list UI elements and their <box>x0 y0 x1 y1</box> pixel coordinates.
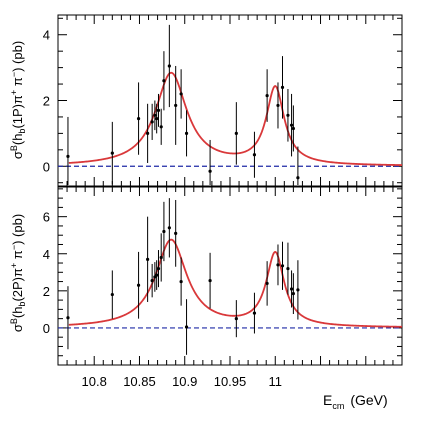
top-data-point <box>289 123 294 127</box>
bottom-plot-frame <box>57 186 403 366</box>
top-data-point <box>162 79 166 83</box>
top-data-point <box>136 116 141 121</box>
bottom-xtick-label: 10.85 <box>123 374 156 389</box>
top-plot-frame <box>57 14 403 187</box>
top-data-point <box>153 113 157 117</box>
top-data-point <box>156 108 161 112</box>
bottom-data-point <box>291 292 295 296</box>
top-data-point <box>286 113 290 117</box>
bottom-xtick-label: 10.8 <box>82 374 107 389</box>
bottom-data-point <box>110 292 114 297</box>
top-data-point <box>252 153 257 157</box>
top-fit-curve <box>68 71 403 166</box>
bottom-ytick-label: 2 <box>43 284 50 299</box>
bottom-data-point <box>252 311 257 315</box>
top-ytick-label: 4 <box>43 28 50 43</box>
top-data-point <box>174 103 178 108</box>
bottom-panel-ylabel: σB(hb(2P)π+ π−) (pb) <box>9 214 27 332</box>
top-data-point <box>234 131 238 135</box>
bottom-xtick-label: 10.9 <box>172 374 197 389</box>
bottom-fit-curve <box>68 238 403 328</box>
bottom-data-point <box>162 229 166 234</box>
bottom-ytick-label: 4 <box>43 247 50 262</box>
bottom-data-point <box>174 231 178 235</box>
bottom-data-point <box>296 288 300 292</box>
bottom-data-point <box>156 266 161 271</box>
top-data-point <box>66 154 70 159</box>
top-ytick-label: 2 <box>43 94 50 109</box>
bottom-panel: 0 2 4 6 10.8 10.85 10.9 10.95 11 <box>43 186 403 389</box>
top-data-point <box>265 93 269 98</box>
bottom-data-point <box>276 263 280 267</box>
top-panel-ylabel: σB(hb(1P)π+ π−) (pb) <box>9 41 27 159</box>
bottom-data-point <box>280 264 285 268</box>
top-data-point <box>208 169 212 173</box>
top-data-point <box>150 120 154 124</box>
bottom-data-point <box>66 316 70 320</box>
top-data-point <box>280 85 285 89</box>
x-axis-label: Ecm (GeV) <box>323 392 388 411</box>
bottom-data-point <box>265 281 269 286</box>
top-data-point <box>155 116 159 121</box>
bottom-data-point <box>184 325 189 329</box>
top-data-point <box>296 176 300 180</box>
bottom-data-point <box>150 279 154 283</box>
bottom-data-point <box>289 287 294 291</box>
bottom-data-point <box>136 283 141 287</box>
top-data-point <box>291 126 295 131</box>
top-ytick-label: 0 <box>43 159 50 174</box>
bottom-xtick-label: 10.95 <box>214 374 247 389</box>
top-data-point <box>110 151 114 155</box>
top-data-point <box>159 125 163 129</box>
bottom-data-point <box>159 255 163 260</box>
top-panel: 0 2 4 <box>43 14 403 187</box>
bottom-data-point <box>179 279 183 284</box>
top-data-point <box>146 131 150 135</box>
bottom-xtick-label: 11 <box>269 374 283 389</box>
bottom-data-point <box>146 257 150 261</box>
top-data-point <box>167 64 171 68</box>
top-data-point <box>184 131 189 135</box>
bottom-data-point <box>155 273 159 277</box>
bottom-ytick-label: 0 <box>43 321 50 336</box>
bottom-data-point <box>208 279 212 283</box>
bottom-ytick-label: 6 <box>43 210 50 225</box>
top-data-point <box>276 103 280 108</box>
bottom-data-point <box>234 317 238 321</box>
bottom-data-point <box>286 266 290 271</box>
top-data-point <box>179 92 183 96</box>
bottom-data-point <box>167 226 171 230</box>
